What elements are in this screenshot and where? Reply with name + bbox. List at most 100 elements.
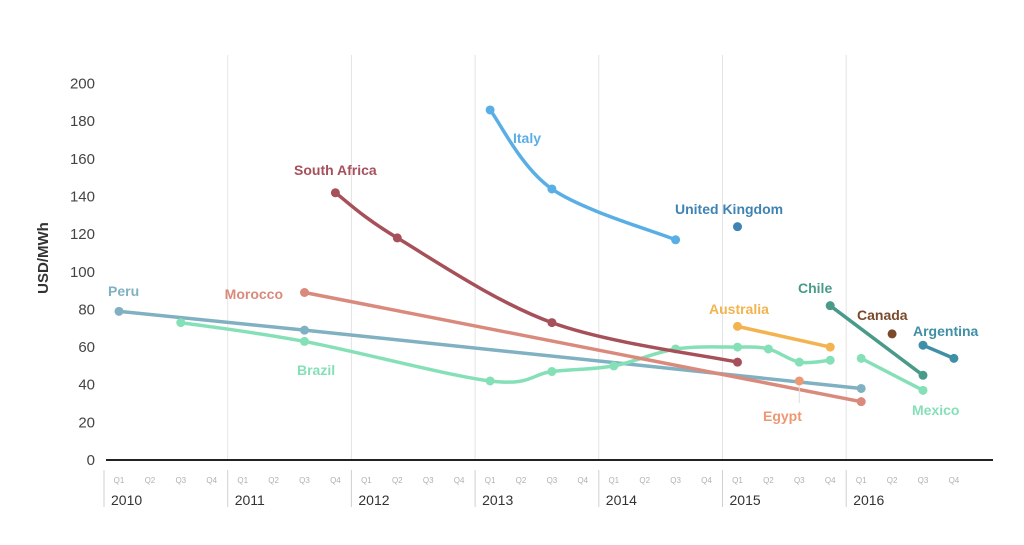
x-tick-label-year: 2016 [853, 492, 884, 508]
y-tick-label: 180 [70, 113, 95, 130]
series-united-kingdom [733, 222, 742, 232]
series-line [333, 191, 740, 364]
x-tick-label-year: 2012 [358, 492, 389, 508]
series-argentina [918, 340, 959, 363]
series-italy [485, 105, 681, 245]
data-point [330, 188, 340, 198]
series-line [302, 290, 863, 404]
data-point [300, 325, 309, 335]
x-tick-label-quarter: Q2 [392, 476, 403, 485]
x-tick-label-quarter: Q1 [485, 476, 496, 485]
series-group [114, 105, 959, 407]
series-label-canada: Canada [857, 307, 908, 323]
data-point [794, 357, 804, 367]
data-point [671, 235, 681, 245]
data-point [856, 383, 866, 393]
x-tick-label-quarter: Q1 [608, 476, 619, 485]
series-chile [825, 301, 928, 380]
data-point [300, 288, 309, 298]
data-point [825, 342, 835, 352]
data-point [733, 321, 742, 331]
series-label-argentina: Argentina [913, 323, 979, 339]
series-label-south-africa: South Africa [294, 162, 377, 178]
data-point [547, 184, 557, 194]
series-line [828, 303, 925, 378]
x-tick-label-quarter: Q3 [175, 476, 186, 485]
x-tick-label-year: 2010 [111, 492, 142, 508]
y-tick-label: 40 [78, 377, 95, 394]
series-peru [114, 306, 866, 393]
x-tick-label-quarter: Q3 [423, 476, 434, 485]
y-tick-label: 140 [70, 189, 95, 206]
series-morocco [300, 288, 866, 407]
x-tick-label-year: 2013 [482, 492, 513, 508]
x-tick-label-quarter: Q1 [237, 476, 248, 485]
data-point [733, 222, 742, 232]
series-line [859, 356, 925, 393]
y-axis-title: USD/MWh [35, 222, 52, 294]
data-point [887, 329, 897, 339]
series-label-united-kingdom: United Kingdom [675, 201, 783, 217]
series-label-brazil: Brazil [297, 362, 335, 378]
x-tick-label-quarter: Q4 [825, 476, 836, 485]
x-tick-label-quarter: Q3 [794, 476, 805, 485]
x-tick-label-quarter: Q4 [577, 476, 588, 485]
data-point [949, 353, 959, 363]
x-tick-label-quarter: Q4 [206, 476, 217, 485]
data-point [609, 361, 619, 371]
series-line [735, 324, 832, 349]
data-point [733, 342, 742, 352]
x-tick-label-quarter: Q2 [763, 476, 774, 485]
series-egypt [794, 376, 804, 403]
series-label-egypt: Egypt [763, 408, 802, 424]
x-tick-label-quarter: Q4 [454, 476, 465, 485]
data-point [825, 301, 835, 311]
y-tick-label: 160 [70, 151, 95, 168]
x-tick-label-year: 2015 [730, 492, 761, 508]
data-point [176, 318, 186, 328]
x-tick-label-quarter: Q2 [887, 476, 898, 485]
y-tick-label: 200 [70, 76, 95, 93]
y-tick-label: 120 [70, 226, 95, 243]
data-point [794, 376, 804, 386]
axes: 2010 Q1 Q2 Q3 Q4 2011 Q1 Q2 Q3 Q4 2012 Q1 Q2 Q3 Q4 2013… [35, 76, 993, 508]
x-tick-label-quarter: Q1 [114, 476, 125, 485]
series-label-peru: Peru [108, 283, 139, 299]
series-line [921, 343, 956, 361]
data-point [733, 357, 742, 367]
data-point [763, 344, 773, 354]
data-point [485, 376, 495, 386]
series-south-africa [330, 188, 742, 367]
series-label-italy: Italy [513, 130, 541, 146]
x-tick-label-quarter: Q2 [639, 476, 650, 485]
data-point [485, 105, 495, 115]
x-tick-label-quarter: Q1 [361, 476, 372, 485]
series-label-mexico: Mexico [912, 402, 959, 418]
x-tick-label-year: 2014 [606, 492, 637, 508]
x-tick-label-quarter: Q4 [949, 476, 960, 485]
data-point [918, 370, 928, 380]
x-tick-label-quarter: Q1 [732, 476, 743, 485]
data-point [856, 397, 866, 407]
data-point [825, 355, 835, 365]
x-tick-label-quarter: Q2 [268, 476, 279, 485]
x-tick-label-quarter: Q2 [516, 476, 527, 485]
y-tick-label: 0 [87, 452, 95, 469]
x-tick-label-quarter: Q4 [701, 476, 712, 485]
y-tick-label: 100 [70, 264, 95, 281]
y-tick-label: 60 [78, 339, 95, 356]
x-tick-label-quarter: Q3 [670, 476, 681, 485]
data-point [918, 385, 928, 395]
data-point [300, 336, 309, 346]
data-point [114, 306, 124, 316]
grid [103, 55, 847, 507]
y-tick-label: 20 [78, 414, 95, 431]
series-label-australia: Australia [709, 301, 769, 317]
x-tick-label-quarter: Q1 [856, 476, 867, 485]
series-mexico [856, 353, 928, 395]
x-tick-label-year: 2011 [235, 492, 265, 508]
x-tick-label-quarter: Q3 [547, 476, 558, 485]
x-tick-label-quarter: Q4 [330, 476, 341, 485]
